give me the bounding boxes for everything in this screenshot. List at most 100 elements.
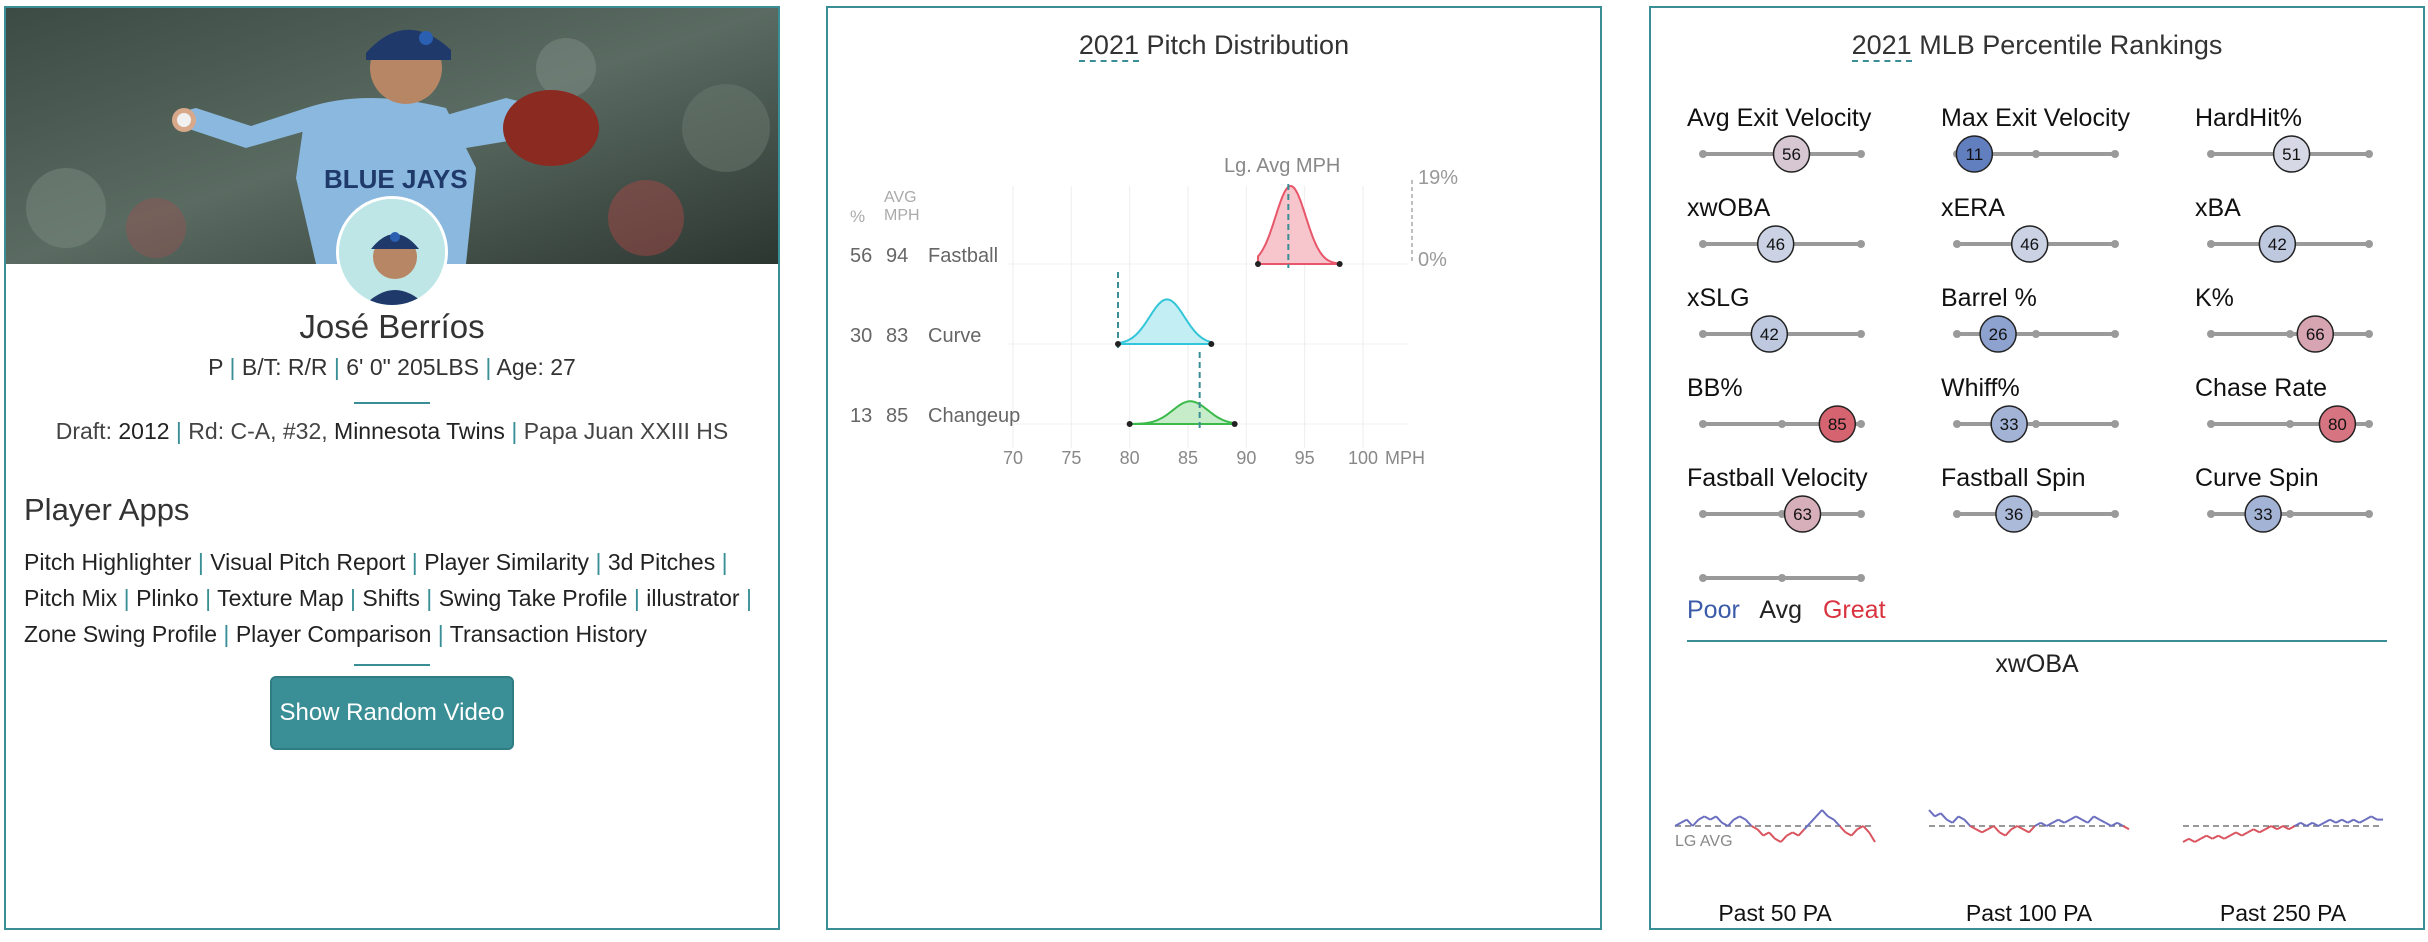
percentile-slider: 56 [1699,135,1865,173]
year-selector[interactable]: 2021 [1078,30,1139,62]
sparkline-segment [2311,821,2319,827]
slider-dot-min [1953,240,1961,248]
player-school: Papa Juan XXIII HS [523,418,729,444]
range-max-dot [1208,341,1215,347]
app-link-swing-take-profile[interactable]: Swing Take Profile [438,585,628,611]
app-link-player-comparison[interactable]: Player Comparison [235,621,432,647]
sparkline-segment [1733,815,1741,821]
slider-dot-mid [1778,420,1786,428]
metric-label: Curve Spin [2195,464,2319,492]
sparkline-segment [1786,831,1794,837]
percentile-marker [2318,405,2357,443]
pitch-density-curve [1117,298,1213,345]
slider-dot-max [1857,150,1865,158]
year-selector[interactable]: 2021 [1851,30,1912,62]
percentile-value: 42 [2268,235,2287,254]
slider-dot-min [1953,420,1961,428]
slider-dot-mid [2032,510,2040,518]
pitch-distribution-panel: 2021 Pitch Distribution % AVG MPH Lg. Avg M… [826,6,1602,930]
player-height-weight: 6' 0" 205LBS [346,354,480,380]
slider-dot-min [1953,510,1961,518]
percentile-marker [1750,315,1789,353]
sparkline-segment [2306,821,2313,827]
col-header-mph: MPH [884,207,920,224]
percentile-heading: MLB Percentile Rankings [1919,30,2223,60]
sparkline-segment [2335,818,2343,824]
app-link-illustrator[interactable]: illustrator [646,585,740,611]
sparkline-segment [1803,822,1812,830]
slider-dot-min [1953,330,1961,338]
sparkline-segment [1928,809,1936,818]
sparkline-segment [1850,828,1859,837]
sparkline-segment [2241,831,2249,837]
slider-dot-min [1699,510,1707,518]
sparkline-segment [2323,818,2331,824]
x-unit-label: MPH [1385,448,1425,468]
sparkline-segment [2247,828,2255,834]
app-link-transaction-history[interactable]: Transaction History [449,621,648,647]
percentile-slider: 66 [2207,315,2373,353]
metric-label: Avg Exit Velocity [1687,104,1872,132]
pitch-name: Curve [928,325,981,347]
legend-dot [1699,574,1707,582]
separator: | [405,549,425,575]
sparkline-segment [2075,815,2083,821]
app-link-pitch-mix[interactable]: Pitch Mix [24,585,118,611]
sparkline-segment [2052,818,2059,824]
percentile-value: 42 [1760,325,1779,344]
player-info: P | B/T: R/R | 6' 0" 205LBS | Age: 27 [6,354,778,381]
app-link-pitch-highlighter[interactable]: Pitch Highlighter [24,549,192,575]
sparkline-segment [1686,818,1694,827]
separator: | [627,585,647,611]
percentile-slider: 33 [2207,495,2373,533]
sparkline-segment [2258,828,2266,834]
player-name: José Berríos [299,308,485,345]
separator: | [485,354,497,380]
percentile-value: 33 [2000,415,2019,434]
sparkline-segment [1792,831,1800,837]
slider-dot-max [1857,240,1865,248]
pitch-pct: 30 [850,325,872,347]
app-link-shifts[interactable]: Shifts [362,585,420,611]
separator: | [175,418,189,444]
sparkline-segment [1715,815,1723,824]
sparkline-segment [2099,818,2106,824]
app-link-zone-swing-profile[interactable]: Zone Swing Profile [24,621,218,647]
app-link-3d-pitches[interactable]: 3d Pitches [607,549,716,575]
metric-label: Barrel % [1941,284,2037,312]
sparkline-segment [2353,818,2360,824]
sparkline-segment [1739,815,1747,821]
sparkline-segment [2069,815,2077,821]
separator: | [191,549,211,575]
sparkline-segment [1981,828,1989,834]
sparkline-segment [2004,828,2013,837]
sparkline-segment [2188,837,2196,843]
sparkline-segment [1768,831,1776,840]
app-link-texture-map[interactable]: Texture Map [217,585,344,611]
app-link-visual-pitch-report[interactable]: Visual Pitch Report [210,549,406,575]
percentile-marker [1995,495,2033,533]
slider-dot-max [2111,420,2119,428]
slider-dot-min [2207,330,2215,338]
slider-dot-max [2111,240,2119,248]
show-random-video-button[interactable]: Show Random Video [270,676,514,750]
sparkline-segment [2194,837,2202,843]
sparkline-segment [2294,821,2302,827]
legend-poor: Poor [1687,596,1740,624]
sparkline-segment [2364,815,2372,821]
legend-great: Great [1822,596,1886,624]
slider-dot-mid [2286,330,2294,338]
sparkline-segment [1821,809,1829,818]
x-tick-label: 90 [1236,448,1256,468]
metric-label: xSLG [1687,284,1750,312]
lg-avg-label: LG AVG [1675,833,1733,850]
draft-team: Minnesota Twins [334,418,505,444]
app-link-player-similarity[interactable]: Player Similarity [424,549,590,575]
app-link-plinko[interactable]: Plinko [136,585,199,611]
sparkline-segment [1680,818,1688,824]
sparkline-segment [2034,821,2042,827]
percentile-marker [2010,225,2049,263]
sparkline-segment [1951,815,1960,824]
pitch-avg-mph: 85 [886,405,908,427]
percentile-marker [1756,225,1795,263]
